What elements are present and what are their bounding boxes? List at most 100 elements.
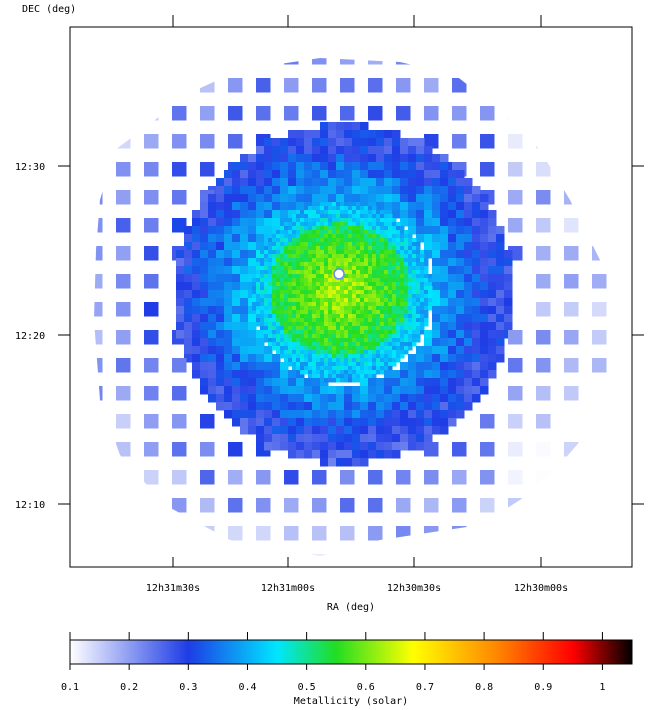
map-cell [364,334,369,339]
map-cell [192,234,201,243]
map-cell [284,106,299,121]
map-cell [316,318,321,323]
map-cell [232,258,241,267]
map-cell [356,210,361,215]
map-cell [284,254,289,259]
map-cell [328,290,333,295]
colorbar-tick-label-2: 0.2 [120,682,138,693]
map-cell [412,250,417,255]
map-cell [208,322,217,331]
colorbar-title: Metallicity (solar) [294,696,408,707]
map-cell [400,146,409,155]
map-cell [320,306,325,311]
map-cell [216,346,225,355]
map-cell [272,330,277,335]
map-cell [432,426,441,435]
map-cell [404,350,409,355]
map-cell [216,210,225,219]
map-cell [240,354,249,363]
map-cell [264,246,269,251]
map-cell [368,274,373,279]
map-cell [288,358,293,363]
map-cell [352,410,361,419]
map-cell [352,374,357,379]
map-cell [336,370,341,375]
map-cell [192,226,201,235]
map-cell [408,362,417,371]
map-cell [312,470,327,485]
map-cell [200,414,215,429]
map-cell [360,230,365,235]
map-cell [348,278,353,283]
map-cell [352,314,357,319]
map-cell [388,310,393,315]
map-cell [280,242,285,247]
map-cell [200,362,209,371]
map-cell [296,402,305,411]
map-cell [288,442,297,451]
map-cell [260,258,265,263]
map-cell [348,250,353,255]
map-cell [272,258,277,263]
map-cell [312,326,317,331]
map-cell [432,170,441,179]
map-cell [316,266,321,271]
map-cell [184,242,193,251]
map-cell [300,278,305,283]
map-cell [344,338,349,343]
map-cell [348,294,353,299]
map-cell [380,282,385,287]
map-cell [144,358,159,373]
map-cell [356,254,361,259]
map-cell [456,282,465,291]
map-cell [348,270,353,275]
map-cell [404,334,409,339]
map-cell [384,162,393,171]
map-cell [288,378,297,387]
map-cell [456,410,465,419]
map-cell [296,322,301,327]
map-cell [324,318,329,323]
map-cell [288,202,297,211]
map-cell [416,242,421,247]
map-cell [200,282,209,291]
map-cell [420,330,425,335]
map-cell [400,370,409,379]
map-cell [272,410,281,419]
map-cell [420,318,425,323]
map-cell [384,170,393,179]
map-cell [408,294,413,299]
map-cell [300,222,305,227]
map-cell [316,322,321,327]
map-cell [364,262,369,267]
map-cell [416,218,425,227]
map-cell [376,342,381,347]
map-cell [336,266,341,271]
map-cell [332,226,337,231]
map-cell [404,306,409,311]
map-cell [440,426,449,435]
map-cell [320,350,325,355]
map-cell [324,246,329,251]
map-cell [368,318,373,323]
map-cell [408,282,413,287]
map-cell [216,394,225,403]
map-cell [308,222,313,227]
map-cell [240,170,249,179]
map-cell [312,434,321,443]
map-cell [488,226,497,235]
map-cell [536,442,551,457]
map-cell [268,306,273,311]
map-cell [288,226,293,231]
map-cell [308,242,313,247]
map-cell [320,458,329,467]
map-cell [272,290,277,295]
map-cell [352,254,357,259]
map-cell [508,162,523,177]
map-cell [432,298,441,307]
map-cell [464,266,473,275]
map-cell [496,282,505,291]
map-cell [240,322,249,331]
map-cell [324,306,329,311]
map-cell [280,402,289,411]
